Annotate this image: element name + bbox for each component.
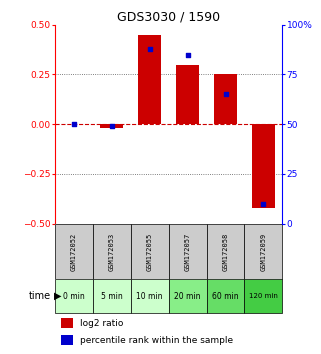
Text: 20 min: 20 min — [174, 292, 201, 301]
Text: 0 min: 0 min — [63, 292, 84, 301]
Bar — [131, 279, 169, 313]
Bar — [92, 224, 131, 279]
Bar — [206, 279, 245, 313]
Bar — [169, 279, 206, 313]
Bar — [92, 279, 131, 313]
Text: GSM172052: GSM172052 — [71, 232, 77, 270]
Point — [147, 46, 152, 51]
Bar — [214, 74, 237, 124]
Text: GSM172059: GSM172059 — [260, 232, 266, 270]
Point — [109, 123, 114, 129]
Bar — [206, 224, 245, 279]
Bar — [169, 224, 206, 279]
Bar — [55, 279, 92, 313]
Text: GSM172057: GSM172057 — [185, 232, 191, 270]
Text: 120 min: 120 min — [249, 293, 278, 299]
Bar — [245, 224, 282, 279]
Bar — [61, 318, 73, 328]
Text: log2 ratio: log2 ratio — [80, 319, 123, 328]
Text: 5 min: 5 min — [101, 292, 122, 301]
Text: time: time — [29, 291, 51, 301]
Text: 60 min: 60 min — [212, 292, 239, 301]
Bar — [61, 335, 73, 345]
Bar — [138, 35, 161, 124]
Text: GSM172055: GSM172055 — [146, 232, 152, 270]
Point — [71, 121, 76, 127]
Text: percentile rank within the sample: percentile rank within the sample — [80, 336, 233, 345]
Title: GDS3030 / 1590: GDS3030 / 1590 — [117, 11, 220, 24]
Bar — [131, 224, 169, 279]
Point — [261, 201, 266, 207]
Bar — [252, 124, 275, 208]
Bar — [100, 124, 123, 128]
Point — [185, 52, 190, 57]
Bar — [176, 64, 199, 124]
Bar — [245, 279, 282, 313]
Text: GSM172058: GSM172058 — [222, 232, 229, 270]
Text: GSM172053: GSM172053 — [108, 232, 115, 270]
Text: 10 min: 10 min — [136, 292, 163, 301]
Text: ▶: ▶ — [54, 291, 62, 301]
Bar — [55, 224, 92, 279]
Point — [223, 92, 228, 97]
